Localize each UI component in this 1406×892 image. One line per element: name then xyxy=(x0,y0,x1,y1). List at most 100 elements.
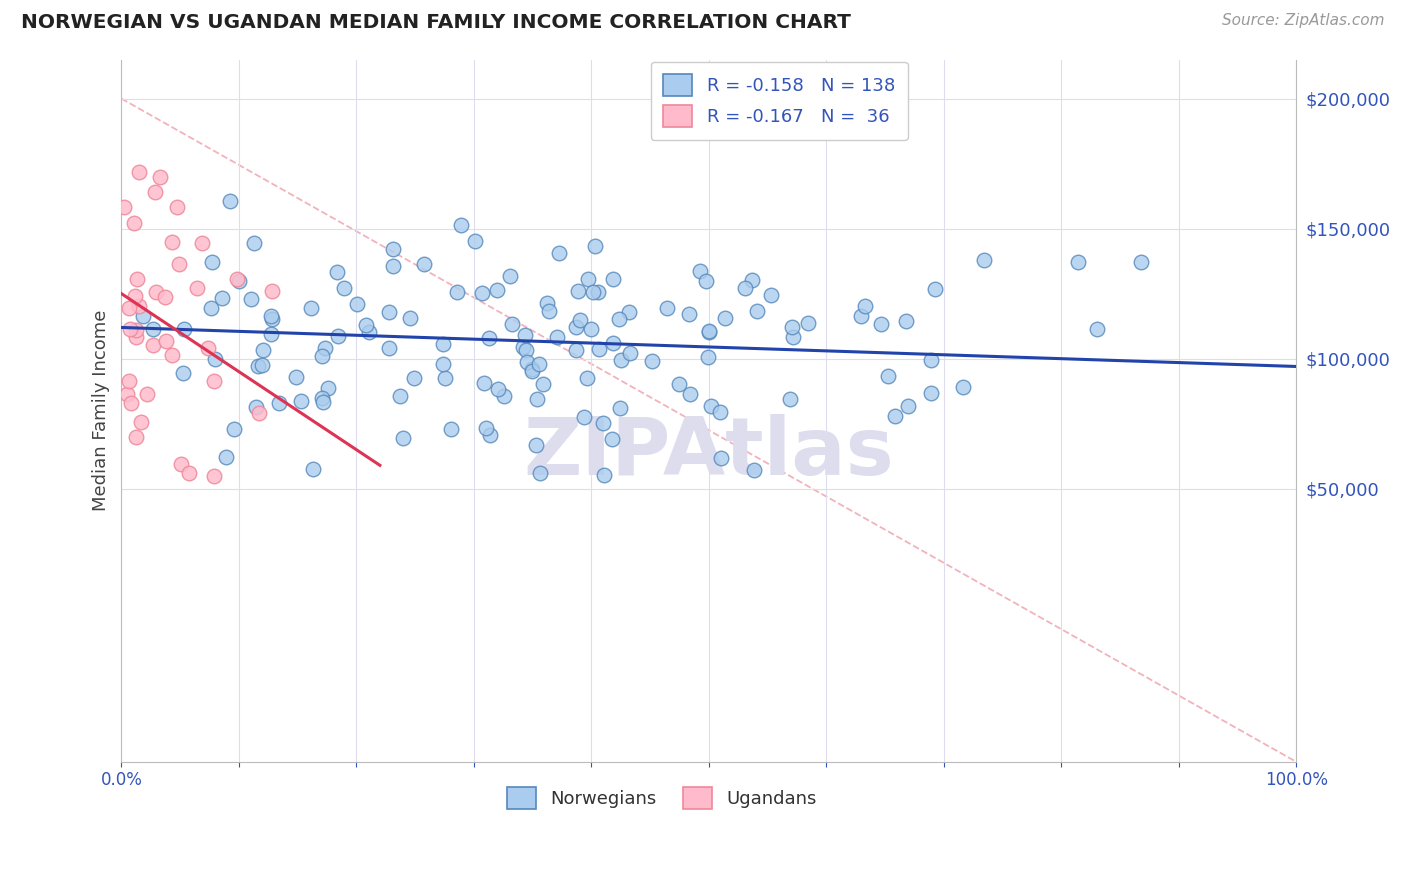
Point xyxy=(697,324,720,338)
Point xyxy=(710,450,733,465)
Point xyxy=(531,377,554,392)
Y-axis label: Median Family Income: Median Family Income xyxy=(93,310,110,511)
Point xyxy=(870,317,893,331)
Point xyxy=(124,289,146,303)
Point xyxy=(115,387,138,401)
Point xyxy=(186,280,208,294)
Point xyxy=(582,285,605,299)
Point xyxy=(225,271,247,285)
Point xyxy=(548,245,571,260)
Point xyxy=(479,427,502,442)
Point xyxy=(142,322,165,336)
Point xyxy=(709,404,731,418)
Point xyxy=(529,357,551,371)
Point xyxy=(1067,255,1090,269)
Point xyxy=(602,335,624,350)
Point xyxy=(124,330,146,344)
Point xyxy=(326,265,349,279)
Point xyxy=(359,326,381,340)
Point xyxy=(439,422,461,436)
Point xyxy=(247,406,270,420)
Point xyxy=(173,321,195,335)
Point xyxy=(547,330,569,344)
Point xyxy=(201,254,224,268)
Point xyxy=(568,313,591,327)
Point xyxy=(851,309,873,323)
Point xyxy=(973,252,995,267)
Point xyxy=(155,334,177,349)
Point xyxy=(450,218,472,232)
Point xyxy=(318,381,340,395)
Point xyxy=(299,301,322,315)
Point xyxy=(515,343,537,357)
Point xyxy=(250,359,273,373)
Point xyxy=(160,348,183,362)
Point xyxy=(332,280,354,294)
Point xyxy=(125,430,148,444)
Point xyxy=(876,368,898,383)
Point xyxy=(202,374,225,388)
Point xyxy=(284,369,307,384)
Point xyxy=(780,320,803,334)
Point xyxy=(609,401,631,416)
Point xyxy=(695,274,717,288)
Text: Source: ZipAtlas.com: Source: ZipAtlas.com xyxy=(1222,13,1385,29)
Point xyxy=(312,394,335,409)
Point xyxy=(588,285,610,299)
Point xyxy=(269,395,291,409)
Point xyxy=(471,285,494,300)
Point xyxy=(679,387,702,401)
Point xyxy=(432,358,454,372)
Point xyxy=(588,342,610,356)
Point xyxy=(884,409,907,424)
Point xyxy=(478,331,501,345)
Point xyxy=(897,399,920,413)
Point xyxy=(260,327,283,342)
Point xyxy=(678,307,700,321)
Point xyxy=(301,461,323,475)
Point xyxy=(714,310,737,325)
Point xyxy=(118,301,141,315)
Point xyxy=(524,438,547,452)
Point xyxy=(432,337,454,351)
Point xyxy=(924,282,946,296)
Point xyxy=(211,291,233,305)
Text: ZIPAtlas: ZIPAtlas xyxy=(523,414,894,491)
Point xyxy=(522,361,544,376)
Point xyxy=(576,272,599,286)
Point xyxy=(252,343,274,357)
Point xyxy=(388,389,411,403)
Point xyxy=(619,305,641,319)
Point xyxy=(118,374,141,388)
Point xyxy=(326,329,349,343)
Point xyxy=(179,466,201,480)
Point xyxy=(392,431,415,445)
Point xyxy=(747,304,769,318)
Point xyxy=(567,285,589,299)
Point xyxy=(538,304,561,318)
Point xyxy=(602,272,624,286)
Point xyxy=(565,320,588,334)
Point xyxy=(153,290,176,304)
Point xyxy=(486,383,509,397)
Point xyxy=(118,322,141,336)
Point xyxy=(262,284,284,298)
Point xyxy=(529,466,551,480)
Point xyxy=(246,359,269,373)
Point xyxy=(172,366,194,380)
Point xyxy=(129,415,152,429)
Point xyxy=(122,216,145,230)
Point xyxy=(311,392,333,406)
Point xyxy=(166,200,188,214)
Point xyxy=(513,328,536,343)
Point xyxy=(149,169,172,184)
Point xyxy=(200,301,222,315)
Point xyxy=(782,330,804,344)
Point xyxy=(516,355,538,369)
Point xyxy=(346,297,368,311)
Point xyxy=(433,370,456,384)
Point xyxy=(413,257,436,271)
Point xyxy=(697,350,720,364)
Point xyxy=(501,317,523,331)
Point xyxy=(404,371,426,385)
